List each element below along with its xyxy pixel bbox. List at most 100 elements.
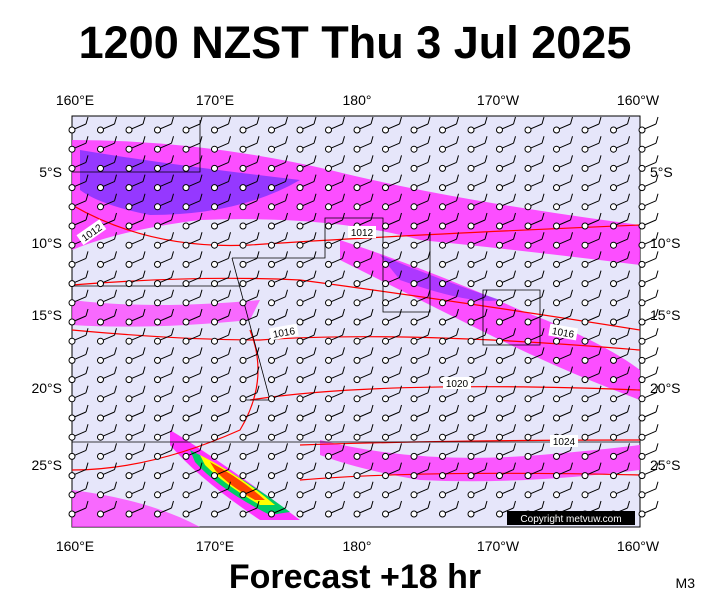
station <box>239 164 247 172</box>
barb-flag <box>142 500 146 509</box>
station <box>268 491 275 499</box>
station <box>325 414 332 422</box>
station <box>524 318 532 326</box>
barb-flag <box>256 251 260 259</box>
barb-flag <box>256 232 260 240</box>
station <box>68 241 76 249</box>
barb-flag <box>85 481 89 489</box>
barb-flag <box>484 481 488 489</box>
barb-flag <box>142 481 146 489</box>
station <box>211 395 218 403</box>
station <box>524 299 532 307</box>
station <box>382 299 389 307</box>
barb-flag <box>285 443 288 451</box>
barb-flag <box>313 424 317 432</box>
station <box>97 433 104 441</box>
station <box>296 260 304 268</box>
barb-flag <box>313 270 317 278</box>
station <box>97 299 104 307</box>
station <box>410 280 418 288</box>
barb-flag <box>598 289 602 297</box>
lat-label: 5°S <box>650 164 673 180</box>
station <box>638 203 646 211</box>
barb-flag <box>256 347 260 355</box>
barb-flag <box>655 462 659 470</box>
station <box>211 337 218 345</box>
barb-flag <box>285 385 288 393</box>
barb-flag <box>541 289 545 297</box>
barb-flag <box>570 424 573 432</box>
barb-flag <box>114 289 117 297</box>
barb-flag <box>313 443 317 451</box>
station <box>211 433 218 441</box>
barb-flag <box>541 443 545 451</box>
barb-flag <box>627 251 630 259</box>
barb-flag <box>142 308 146 317</box>
station <box>182 491 190 499</box>
lat-label: 20°S <box>31 380 62 396</box>
station <box>610 299 617 307</box>
barb-flag <box>655 174 659 182</box>
barb-flag <box>541 481 545 489</box>
station <box>68 318 76 326</box>
station <box>553 414 560 422</box>
station <box>467 356 475 364</box>
barb-flag <box>541 404 545 413</box>
barb-flag <box>541 347 545 355</box>
barb-flag <box>114 385 117 393</box>
barb-flag <box>598 366 602 374</box>
station <box>382 203 389 211</box>
station <box>638 356 646 364</box>
station <box>467 241 475 249</box>
station <box>154 452 161 460</box>
barb-flag <box>484 462 488 470</box>
station <box>154 184 161 192</box>
isobar-label: 1012 <box>351 228 374 239</box>
barb-flag <box>171 193 174 201</box>
barb-flag <box>85 270 89 278</box>
barb-flag <box>199 443 203 451</box>
station <box>638 414 646 422</box>
barb-flag <box>655 347 659 355</box>
barb-flag <box>285 366 288 374</box>
barb-flag <box>627 289 630 297</box>
barb-flag <box>598 404 602 413</box>
station <box>239 184 247 192</box>
station <box>296 395 304 403</box>
station <box>125 318 133 326</box>
barb-flag <box>313 116 317 125</box>
station <box>581 395 589 403</box>
station <box>410 318 418 326</box>
barb-flag <box>541 116 545 125</box>
barb-flag <box>655 155 659 163</box>
station <box>553 376 560 384</box>
station <box>353 395 361 403</box>
station <box>524 222 532 230</box>
barb-flag <box>313 174 317 182</box>
station <box>296 241 304 249</box>
barb-flag <box>313 232 317 240</box>
barb-flag <box>199 212 203 221</box>
barb-flag <box>199 155 203 163</box>
station <box>439 337 446 345</box>
station <box>68 376 76 384</box>
station <box>638 318 646 326</box>
lat-label: 25°S <box>31 457 62 473</box>
barb-flag <box>370 500 374 509</box>
barb-flag <box>570 289 573 297</box>
barb-flag <box>370 443 374 451</box>
station <box>467 337 475 345</box>
station <box>154 356 161 364</box>
barb-flag <box>456 212 459 221</box>
barb-flag <box>456 443 459 451</box>
barb-flag <box>199 500 203 509</box>
barb-flag <box>85 308 89 317</box>
barb-flag <box>85 136 89 144</box>
barb-flag <box>142 174 146 182</box>
barb-flag <box>627 155 630 163</box>
station <box>125 491 133 499</box>
barb-flag <box>627 328 630 336</box>
station <box>211 241 218 249</box>
barb-flag <box>114 404 117 413</box>
